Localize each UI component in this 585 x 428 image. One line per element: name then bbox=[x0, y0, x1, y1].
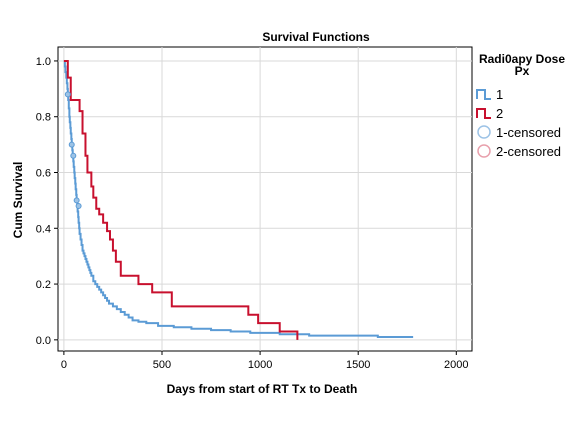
legend-title-line-2: Px bbox=[515, 64, 530, 78]
y-tick-label: 0.6 bbox=[36, 168, 51, 180]
series-line-1 bbox=[63, 59, 414, 339]
censored-point bbox=[73, 197, 80, 204]
legend-swatch-1 bbox=[476, 89, 491, 100]
censored-point bbox=[70, 152, 77, 159]
plot-area bbox=[57, 46, 473, 352]
x-tick-label: 0 bbox=[61, 359, 67, 371]
x-tick-label: 2000 bbox=[444, 359, 468, 371]
y-tick-label: 1.0 bbox=[36, 56, 51, 68]
series-line-2 bbox=[63, 59, 299, 340]
x-axis-label: Days from start of RT Tx to Death bbox=[167, 382, 358, 396]
censored-markers bbox=[64, 91, 82, 209]
y-axis-label: Cum Survival bbox=[11, 162, 25, 239]
legend-swatch-2 bbox=[476, 108, 491, 119]
x-tick-label: 1000 bbox=[248, 359, 272, 371]
gridlines bbox=[58, 47, 472, 351]
legend-censored-marker bbox=[477, 125, 491, 139]
legend-censored-marker bbox=[477, 144, 491, 158]
y-tick-label: 0.2 bbox=[36, 279, 51, 291]
legend: Radi0apy Dose Px 1 2 1-censored 2-censored bbox=[476, 52, 565, 159]
chart-title: Survival Functions bbox=[262, 30, 370, 44]
y-tick-label: 0.8 bbox=[36, 112, 51, 124]
y-axis-ticks: 0.0 0.2 0.4 0.6 0.8 1.0 bbox=[36, 56, 58, 347]
censored-point bbox=[64, 91, 71, 98]
censored-point bbox=[68, 141, 75, 148]
series-layer bbox=[63, 59, 414, 340]
legend-title-line-1: Radi0apy Dose bbox=[479, 52, 565, 66]
y-tick-label: 0.0 bbox=[36, 335, 51, 347]
legend-entry-label: 2 bbox=[496, 106, 503, 121]
x-tick-label: 500 bbox=[153, 359, 171, 371]
legend-entry-label: 1-censored bbox=[496, 125, 561, 140]
legend-entry-label: 1 bbox=[496, 87, 503, 102]
censored-point bbox=[75, 202, 82, 209]
y-tick-label: 0.4 bbox=[36, 223, 51, 235]
legend-entry-label: 2-censored bbox=[496, 144, 561, 159]
x-tick-label: 1500 bbox=[346, 359, 370, 371]
x-axis-ticks: 0 500 1000 1500 2000 bbox=[61, 351, 469, 371]
